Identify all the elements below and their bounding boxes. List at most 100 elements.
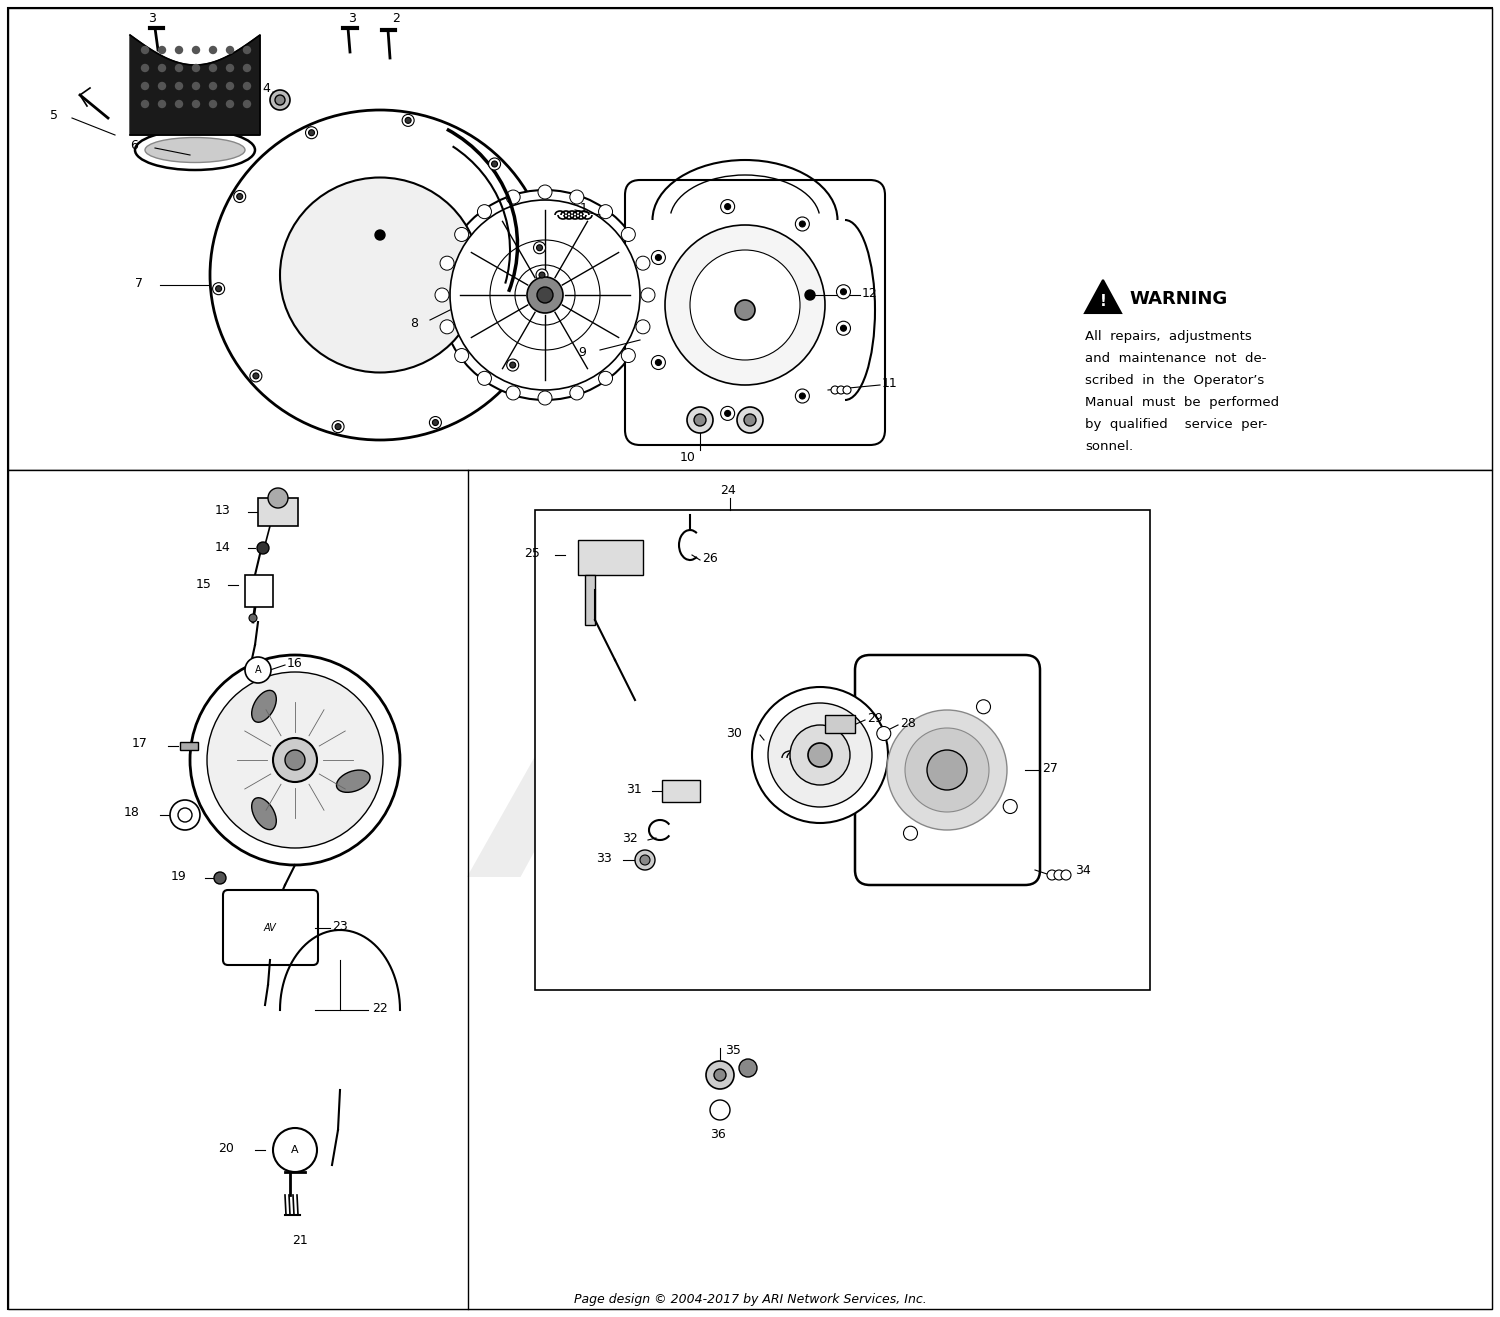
- Circle shape: [570, 386, 584, 400]
- Circle shape: [192, 100, 200, 108]
- Circle shape: [176, 65, 183, 71]
- Circle shape: [244, 657, 272, 684]
- Text: 6: 6: [130, 138, 138, 151]
- Circle shape: [450, 200, 640, 390]
- Circle shape: [537, 245, 543, 250]
- Circle shape: [192, 83, 200, 90]
- Circle shape: [176, 83, 183, 90]
- Circle shape: [1054, 871, 1064, 880]
- Circle shape: [273, 738, 316, 782]
- Text: Manual  must  be  performed: Manual must be performed: [1084, 396, 1280, 410]
- Circle shape: [837, 321, 850, 336]
- Circle shape: [243, 100, 250, 108]
- Circle shape: [714, 1069, 726, 1081]
- Circle shape: [840, 325, 846, 332]
- Circle shape: [332, 420, 344, 433]
- Circle shape: [768, 703, 871, 807]
- Circle shape: [694, 414, 706, 425]
- Circle shape: [159, 100, 165, 108]
- Circle shape: [651, 356, 666, 370]
- Text: !: !: [1100, 294, 1107, 308]
- Circle shape: [976, 699, 990, 714]
- Text: sonnel.: sonnel.: [1084, 440, 1132, 453]
- FancyBboxPatch shape: [224, 890, 318, 965]
- Circle shape: [214, 872, 226, 884]
- Circle shape: [752, 687, 888, 823]
- Circle shape: [808, 743, 832, 766]
- Text: 16: 16: [286, 656, 303, 669]
- Ellipse shape: [336, 770, 370, 793]
- Bar: [662, 780, 700, 802]
- Circle shape: [375, 230, 386, 240]
- Circle shape: [192, 65, 200, 71]
- Circle shape: [710, 1100, 730, 1119]
- Circle shape: [477, 204, 492, 219]
- Circle shape: [285, 749, 304, 770]
- Circle shape: [141, 83, 148, 90]
- Text: 1: 1: [580, 202, 588, 215]
- Circle shape: [192, 46, 200, 54]
- Text: 22: 22: [372, 1001, 387, 1014]
- Circle shape: [510, 362, 516, 367]
- Circle shape: [507, 360, 519, 371]
- Bar: [258, 498, 299, 525]
- Circle shape: [526, 277, 562, 313]
- Text: 19: 19: [171, 869, 186, 882]
- Polygon shape: [1084, 281, 1120, 313]
- Circle shape: [273, 1127, 316, 1172]
- Text: 2: 2: [392, 12, 400, 25]
- Circle shape: [806, 290, 814, 300]
- Circle shape: [210, 46, 216, 54]
- Text: 15: 15: [196, 577, 211, 590]
- Text: 32: 32: [622, 831, 638, 844]
- Text: 7: 7: [135, 277, 142, 290]
- Circle shape: [234, 191, 246, 203]
- Circle shape: [405, 117, 411, 124]
- Circle shape: [536, 269, 548, 281]
- Text: 5: 5: [50, 108, 58, 121]
- Bar: [8, 470, 1492, 1309]
- Circle shape: [226, 65, 234, 71]
- Circle shape: [226, 46, 234, 54]
- Text: WARNING: WARNING: [1130, 290, 1227, 308]
- Text: 26: 26: [702, 552, 718, 565]
- Circle shape: [243, 65, 250, 71]
- Text: 34: 34: [1076, 864, 1090, 877]
- Text: 12: 12: [862, 287, 877, 299]
- Circle shape: [237, 194, 243, 199]
- Bar: [180, 741, 198, 749]
- Circle shape: [744, 414, 756, 425]
- Ellipse shape: [252, 690, 276, 722]
- Text: ARI: ARI: [484, 665, 1016, 935]
- Circle shape: [440, 257, 454, 270]
- Circle shape: [724, 411, 730, 416]
- Text: Page design © 2004-2017 by ARI Network Services, Inc.: Page design © 2004-2017 by ARI Network S…: [573, 1293, 927, 1306]
- Text: 23: 23: [332, 919, 348, 932]
- Text: by  qualified    service  per-: by qualified service per-: [1084, 417, 1268, 431]
- Circle shape: [598, 204, 612, 219]
- Circle shape: [141, 65, 148, 71]
- Text: 29: 29: [867, 711, 882, 724]
- Circle shape: [800, 221, 806, 227]
- Circle shape: [795, 217, 810, 230]
- Ellipse shape: [146, 137, 244, 162]
- Text: 21: 21: [292, 1234, 308, 1246]
- Text: 36: 36: [710, 1129, 726, 1142]
- Circle shape: [664, 225, 825, 385]
- Bar: [825, 715, 855, 734]
- Bar: [536, 510, 1150, 990]
- Circle shape: [170, 799, 200, 830]
- Circle shape: [690, 250, 800, 360]
- Circle shape: [306, 126, 318, 138]
- Text: and  maintenance  not  de-: and maintenance not de-: [1084, 352, 1266, 365]
- Circle shape: [538, 391, 552, 406]
- Text: A: A: [291, 1144, 298, 1155]
- Circle shape: [706, 1062, 734, 1089]
- Circle shape: [736, 407, 764, 433]
- Circle shape: [268, 489, 288, 508]
- Text: 3: 3: [348, 12, 355, 25]
- Ellipse shape: [280, 178, 480, 373]
- Text: 31: 31: [627, 782, 642, 795]
- Bar: [578, 540, 644, 576]
- Circle shape: [176, 46, 183, 54]
